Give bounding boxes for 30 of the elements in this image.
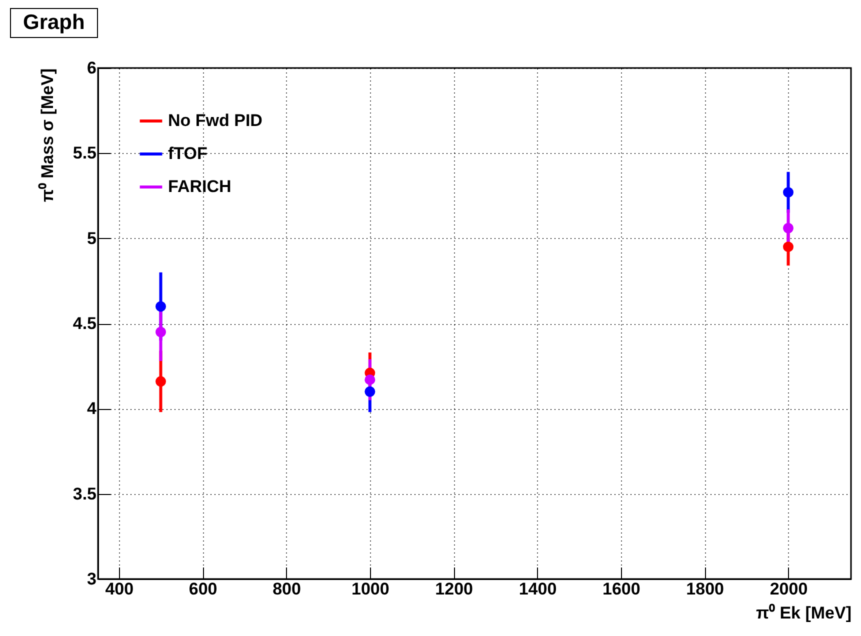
point	[783, 187, 794, 198]
x-tick-label: 800	[272, 580, 301, 598]
x-tick-label: 600	[188, 580, 218, 598]
x-tick-label: 1600	[602, 580, 640, 598]
y-tick-label: 6	[87, 58, 96, 78]
x-tick-label: 1000	[352, 580, 390, 598]
y-tick-label: 4	[87, 399, 98, 418]
point	[364, 386, 376, 397]
point	[156, 301, 166, 312]
y-tick-label: 3.5	[72, 484, 96, 504]
chart-title: Graph	[10, 8, 98, 38]
x-axis-title: π⁰ Ek [MeV]	[756, 604, 852, 622]
y-tick-label: 4.5	[72, 314, 96, 333]
x-tick-label: 1400	[518, 580, 557, 598]
legend-label: No Fwd PID	[168, 111, 262, 130]
x-tick-label: 1200	[435, 580, 473, 598]
x-tick-label: 2000	[770, 580, 808, 598]
y-tick-label: 5.5	[72, 144, 96, 163]
legend-label: fTOF	[168, 144, 208, 163]
y-axis-title: π⁰ Mass σ [MeV]	[38, 68, 57, 202]
point	[156, 326, 166, 338]
legend-label: FARICH	[168, 177, 232, 196]
y-tick-label: 5	[87, 228, 96, 248]
y-tick-label: 3	[87, 570, 96, 588]
x-tick-label: 1800	[686, 580, 724, 598]
point	[783, 222, 794, 234]
point	[783, 242, 794, 252]
point	[156, 376, 166, 387]
x-tick-label: 400	[105, 580, 134, 598]
point	[364, 374, 376, 385]
